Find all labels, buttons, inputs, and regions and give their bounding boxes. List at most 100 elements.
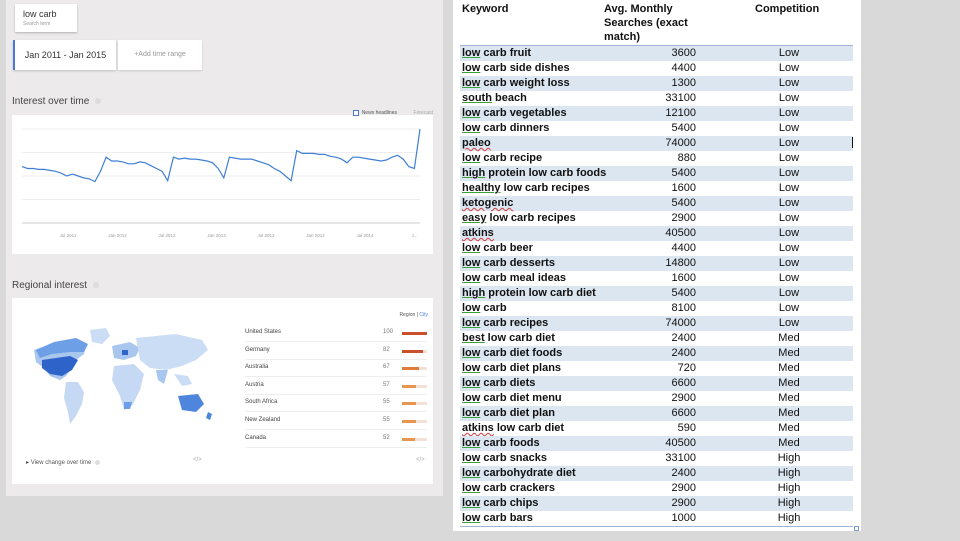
searches-cell[interactable]: 5400 (671, 197, 696, 209)
keyword-cell[interactable]: low carb diet plans (462, 361, 561, 376)
keyword-cell[interactable]: low carb diet foods (462, 346, 562, 361)
searches-cell[interactable]: 40500 (665, 437, 696, 449)
search-term-chip[interactable]: low carb Search term (15, 4, 77, 32)
competition-cell[interactable]: Low (778, 302, 800, 314)
searches-cell[interactable]: 1600 (671, 272, 696, 284)
keyword-cell[interactable]: low carb recipes (462, 316, 548, 331)
keyword-cell[interactable]: low carb fruit (462, 46, 531, 61)
keyword-cell[interactable]: low carb dinners (462, 121, 549, 136)
table-row[interactable]: atkins low carb diet 590 Med (460, 421, 853, 436)
table-row[interactable]: low carb chips 2900 High (460, 496, 853, 511)
searches-cell[interactable]: 6600 (671, 377, 696, 389)
view-change-over-time-link[interactable]: ▸ View change over time (26, 459, 100, 466)
keyword-cell[interactable]: low carb bars (462, 511, 533, 526)
table-row[interactable]: low carb dinners 5400 Low (460, 121, 853, 136)
keyword-cell[interactable]: best low carb diet (462, 331, 555, 346)
keyword-cell[interactable]: low carb crackers (462, 481, 555, 496)
searches-cell[interactable]: 33100 (665, 92, 696, 104)
competition-cell[interactable]: Med (778, 347, 800, 359)
resize-handle[interactable] (854, 526, 859, 531)
keyword-cell[interactable]: paleo (462, 136, 491, 151)
table-row[interactable]: low carb crackers 2900 High (460, 481, 853, 496)
keyword-cell[interactable]: atkins (462, 226, 494, 241)
region-row[interactable]: South Africa 55 (245, 395, 427, 413)
table-row[interactable]: low carb snacks 33100 High (460, 451, 853, 466)
searches-cell[interactable]: 2900 (671, 482, 696, 494)
searches-cell[interactable]: 3600 (671, 47, 696, 59)
competition-cell[interactable]: Med (778, 392, 800, 404)
competition-cell[interactable]: Low (778, 152, 800, 164)
competition-cell[interactable]: Low (778, 197, 800, 209)
table-row[interactable]: low carb vegetables 12100 Low (460, 106, 853, 121)
table-row[interactable]: low carb fruit 3600 Low (460, 46, 853, 61)
competition-cell[interactable]: High (777, 497, 801, 509)
searches-cell[interactable]: 40500 (665, 227, 696, 239)
table-row[interactable]: low carb recipe 880 Low (460, 151, 853, 166)
keyword-cell[interactable]: high protein low carb foods (462, 166, 606, 181)
world-map[interactable] (26, 320, 216, 440)
competition-cell[interactable]: Low (778, 62, 800, 74)
info-icon[interactable] (94, 459, 100, 465)
table-row[interactable]: low carb 8100 Low (460, 301, 853, 316)
competition-cell[interactable]: High (777, 452, 801, 464)
searches-cell[interactable]: 12100 (665, 107, 696, 119)
table-row[interactable]: low carb diet plans 720 Med (460, 361, 853, 376)
keyword-cell[interactable]: low carb diet menu (462, 391, 562, 406)
keyword-cell[interactable]: low carb (462, 301, 507, 316)
keyword-cell[interactable]: low carb chips (462, 496, 538, 511)
keyword-cell[interactable]: low carb foods (462, 436, 540, 451)
competition-cell[interactable]: Med (778, 437, 800, 449)
interest-series-line[interactable] (21, 128, 421, 183)
keyword-cell[interactable]: south beach (462, 91, 527, 106)
searches-cell[interactable]: 2400 (671, 332, 696, 344)
city-option[interactable]: City (419, 312, 428, 318)
searches-cell[interactable]: 74000 (665, 317, 696, 329)
searches-cell[interactable]: 720 (677, 362, 696, 374)
forecast-toggle[interactable]: Forecast (414, 110, 433, 116)
table-row[interactable]: low carb diet menu 2900 Med (460, 391, 853, 406)
region-row[interactable]: Austria 57 (245, 378, 427, 395)
add-time-range-button[interactable]: +Add time range (118, 40, 202, 70)
table-row[interactable]: low carb diet plan 6600 Med (460, 406, 853, 421)
keyword-cell[interactable]: healthy low carb recipes (462, 181, 590, 196)
keyword-cell[interactable]: easy low carb recipes (462, 211, 576, 226)
table-row[interactable]: south beach 33100 Low (460, 91, 853, 106)
searches-cell[interactable]: 33100 (665, 452, 696, 464)
table-row[interactable]: high protein low carb foods 5400 Low (460, 166, 853, 181)
region-row[interactable]: New Zealand 55 (245, 413, 427, 430)
searches-cell[interactable]: 8100 (671, 302, 696, 314)
competition-cell[interactable]: High (777, 512, 801, 524)
table-row[interactable]: low carb bars 1000 High (460, 511, 853, 526)
keyword-cell[interactable]: low carb desserts (462, 256, 555, 271)
table-row[interactable]: high protein low carb diet 5400 Low (460, 286, 853, 301)
keyword-cell[interactable]: high protein low carb diet (462, 286, 596, 301)
searches-cell[interactable]: 6600 (671, 407, 696, 419)
searches-cell[interactable]: 1600 (671, 182, 696, 194)
table-row[interactable]: paleo 74000 Low (460, 136, 853, 151)
searches-cell[interactable]: 2400 (671, 467, 696, 479)
region-city-switch[interactable]: Region | City (399, 312, 428, 318)
competition-cell[interactable]: Low (778, 287, 800, 299)
table-row[interactable]: low carb foods 40500 Med (460, 436, 853, 451)
searches-cell[interactable]: 2900 (671, 392, 696, 404)
competition-cell[interactable]: Med (778, 332, 800, 344)
table-row[interactable]: low carbohydrate diet 2400 High (460, 466, 853, 481)
searches-cell[interactable]: 5400 (671, 122, 696, 134)
keyword-cell[interactable]: ketogenic (462, 196, 513, 211)
competition-cell[interactable]: Low (778, 257, 800, 269)
news-headlines-toggle[interactable]: News headlines (352, 110, 397, 116)
embed-map-icon[interactable]: </> (193, 457, 202, 463)
searches-cell[interactable]: 5400 (671, 167, 696, 179)
region-row[interactable]: Canada 52 (245, 431, 427, 448)
keyword-cell[interactable]: low carb weight loss (462, 76, 570, 91)
keyword-cell[interactable]: low carb diets (462, 376, 535, 391)
searches-cell[interactable]: 2400 (671, 347, 696, 359)
competition-cell[interactable]: Low (778, 107, 800, 119)
checkbox-icon[interactable] (352, 110, 359, 116)
searches-cell[interactable]: 4400 (671, 242, 696, 254)
table-row[interactable]: low carb diet foods 2400 Med (460, 346, 853, 361)
region-row[interactable]: United States 100 (245, 325, 427, 342)
competition-cell[interactable]: Low (778, 167, 800, 179)
date-range-button[interactable]: Jan 2011 - Jan 2015 (13, 40, 116, 70)
competition-cell[interactable]: Low (778, 77, 800, 89)
